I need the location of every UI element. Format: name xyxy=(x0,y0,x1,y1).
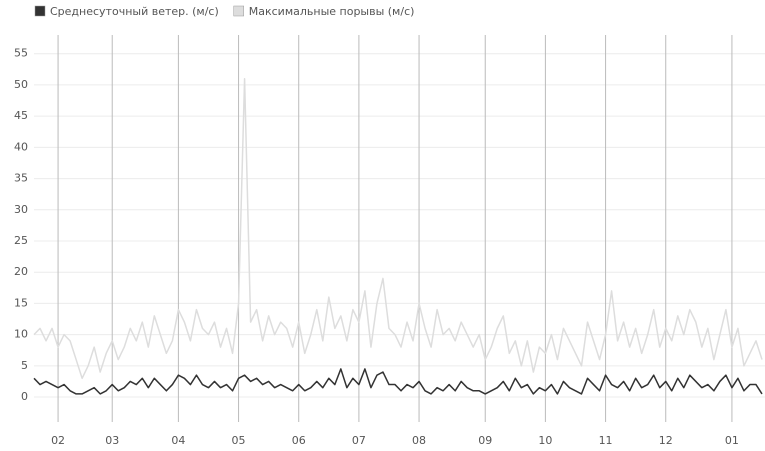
series-line xyxy=(33,77,763,380)
x-tick-label: 05 xyxy=(232,434,246,447)
x-tick-label: 03 xyxy=(105,434,119,447)
y-tick-label: 35 xyxy=(14,172,28,185)
x-tick-label: 11 xyxy=(599,434,613,447)
y-tick-label: 0 xyxy=(21,390,28,403)
legend-swatch xyxy=(233,5,244,17)
x-tick-label: 01 xyxy=(725,434,739,447)
x-tick-label: 12 xyxy=(659,434,673,447)
legend-label: Среднесуточный ветер. (м/с) xyxy=(50,5,219,18)
y-tick-label: 40 xyxy=(14,140,28,153)
y-tick-label: 30 xyxy=(14,203,28,216)
y-tick-label: 5 xyxy=(21,359,28,372)
x-tick-label: 02 xyxy=(51,434,65,447)
legend-label: Максимальные порывы (м/с) xyxy=(249,5,415,18)
series-line xyxy=(33,368,763,395)
x-tick-label: 09 xyxy=(478,434,492,447)
x-tick-label: 06 xyxy=(292,434,306,447)
x-tick-label: 04 xyxy=(171,434,185,447)
y-tick-label: 10 xyxy=(14,328,28,341)
y-tick-label: 15 xyxy=(14,296,28,309)
x-tick-label: 07 xyxy=(352,434,366,447)
y-tick-label: 20 xyxy=(14,265,28,278)
x-tick-label: 10 xyxy=(538,434,552,447)
x-tick-label: 08 xyxy=(412,434,426,447)
y-tick-label: 25 xyxy=(14,234,28,247)
legend-swatch xyxy=(34,5,46,17)
y-tick-label: 55 xyxy=(14,47,28,60)
y-tick-label: 45 xyxy=(14,109,28,122)
y-tick-label: 50 xyxy=(14,78,28,91)
